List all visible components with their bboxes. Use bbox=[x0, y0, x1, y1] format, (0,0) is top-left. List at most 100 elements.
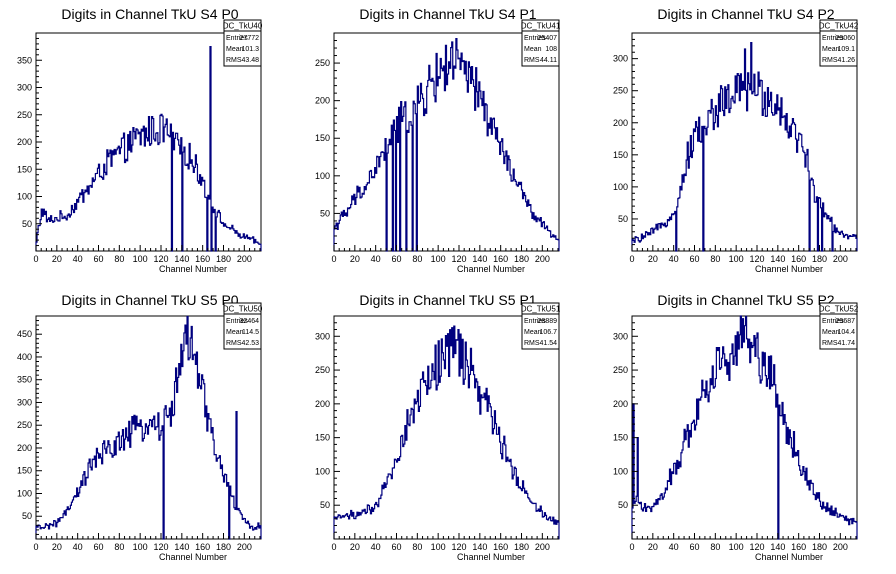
stats-value-entries: 27772 bbox=[240, 35, 260, 42]
stats-value-rms: 41.26 bbox=[837, 57, 855, 64]
stats-label-mean: Mean bbox=[524, 329, 542, 336]
y-tick-label: 250 bbox=[17, 420, 32, 430]
x-tick-label: 0 bbox=[331, 542, 336, 552]
x-tick-label: 180 bbox=[216, 254, 231, 264]
stats-value-mean: 106.7 bbox=[539, 329, 557, 336]
y-tick-label: 250 bbox=[315, 365, 330, 375]
x-axis-label: Channel Number bbox=[457, 552, 525, 562]
stats-value-entries: 29060 bbox=[836, 35, 856, 42]
x-tick-label: 0 bbox=[33, 542, 38, 552]
x-tick-label: 180 bbox=[514, 542, 529, 552]
x-tick-label: 80 bbox=[710, 254, 720, 264]
y-tick-label: 50 bbox=[22, 511, 32, 521]
stats-label-entries: Entries bbox=[226, 35, 248, 42]
y-tick-label: 350 bbox=[17, 55, 32, 65]
y-tick-label: 200 bbox=[17, 443, 32, 453]
x-tick-label: 180 bbox=[216, 542, 231, 552]
x-tick-label: 160 bbox=[791, 254, 806, 264]
stats-value-mean: 114.5 bbox=[242, 329, 259, 336]
stats-value-rms: 44.11 bbox=[540, 57, 557, 64]
histogram-line bbox=[333, 325, 560, 539]
x-tick-label: 140 bbox=[472, 254, 487, 264]
histogram-line bbox=[35, 315, 262, 540]
stats-box bbox=[521, 19, 560, 67]
x-tick-label: 100 bbox=[133, 542, 148, 552]
y-tick-label: 50 bbox=[320, 500, 330, 510]
plot-title: Digits in Channel TkU S5 P0 bbox=[61, 292, 238, 308]
y-tick-label: 150 bbox=[17, 466, 32, 476]
x-tick-label: 140 bbox=[174, 542, 189, 552]
y-tick-label: 100 bbox=[613, 466, 628, 476]
stats-value-entries: 28889 bbox=[538, 318, 558, 325]
y-tick-label: 50 bbox=[618, 214, 628, 224]
x-tick-label: 180 bbox=[812, 542, 827, 552]
stats-label-entries: Entries bbox=[822, 318, 844, 325]
stats-value-rms: 43.48 bbox=[241, 57, 259, 64]
x-axis-label: Channel Number bbox=[457, 264, 525, 274]
stats-value-mean: 101.3 bbox=[241, 46, 259, 53]
x-tick-label: 200 bbox=[237, 254, 252, 264]
x-tick-label: 160 bbox=[195, 254, 210, 264]
histogram-line bbox=[333, 38, 560, 252]
y-tick-label: 300 bbox=[17, 83, 32, 93]
stats-box bbox=[521, 302, 560, 350]
x-tick-label: 80 bbox=[412, 542, 422, 552]
x-tick-label: 140 bbox=[174, 254, 189, 264]
y-tick-label: 300 bbox=[17, 397, 32, 407]
stats-label-rms: RMS bbox=[524, 340, 540, 347]
x-tick-label: 80 bbox=[114, 254, 124, 264]
x-tick-label: 80 bbox=[710, 542, 720, 552]
x-tick-label: 100 bbox=[133, 254, 148, 264]
histogram-panel-1: Digits in Channel TkU S4 P1 0 20 40 60 80 100 1… bbox=[315, 6, 561, 274]
y-tick-label: 250 bbox=[613, 86, 628, 96]
x-tick-label: 60 bbox=[391, 542, 401, 552]
stats-label-mean: Mean bbox=[524, 46, 542, 53]
y-tick-label: 400 bbox=[17, 352, 32, 362]
x-tick-label: 100 bbox=[431, 254, 446, 264]
plot-title: Digits in Channel TkU S5 P1 bbox=[359, 292, 536, 308]
y-tick-label: 50 bbox=[618, 500, 628, 510]
stats-label-mean: Mean bbox=[822, 329, 840, 336]
stats-value-rms: 41.54 bbox=[539, 340, 557, 347]
x-tick-label: 140 bbox=[770, 542, 785, 552]
x-tick-label: 100 bbox=[729, 254, 744, 264]
stats-label-rms: RMS bbox=[226, 57, 242, 64]
x-tick-label: 140 bbox=[770, 254, 785, 264]
x-tick-label: 100 bbox=[431, 542, 446, 552]
stats-label-rms: RMS bbox=[822, 57, 838, 64]
stats-value-mean: 109.1 bbox=[837, 46, 855, 53]
stats-label-entries: Entries bbox=[226, 318, 248, 325]
x-tick-label: 60 bbox=[93, 542, 103, 552]
y-tick-label: 150 bbox=[315, 433, 330, 443]
x-tick-label: 160 bbox=[791, 542, 806, 552]
y-tick-label: 200 bbox=[613, 118, 628, 128]
stats-label-rms: RMS bbox=[524, 57, 540, 64]
histogram-line bbox=[631, 42, 858, 252]
plot-title: Digits in Channel TkU S4 P2 bbox=[657, 6, 834, 22]
plot-title: Digits in Channel TkU S5 P2 bbox=[657, 292, 834, 308]
y-tick-label: 250 bbox=[613, 365, 628, 375]
y-tick-label: 300 bbox=[613, 54, 628, 64]
y-tick-label: 300 bbox=[315, 331, 330, 341]
x-tick-label: 20 bbox=[350, 254, 360, 264]
stats-label-mean: Mean bbox=[822, 46, 840, 53]
stats-value-mean: 104.4 bbox=[837, 329, 855, 336]
stats-box bbox=[223, 302, 262, 350]
y-tick-label: 150 bbox=[613, 433, 628, 443]
y-tick-label: 150 bbox=[613, 150, 628, 160]
stats-value-entries: 25407 bbox=[538, 35, 558, 42]
stats-label-mean: Mean bbox=[226, 329, 244, 336]
x-tick-label: 160 bbox=[493, 254, 508, 264]
x-tick-label: 20 bbox=[648, 542, 658, 552]
stats-label-entries: Entries bbox=[524, 318, 546, 325]
x-tick-label: 0 bbox=[33, 254, 38, 264]
stats-label-rms: RMS bbox=[226, 340, 242, 347]
x-tick-label: 200 bbox=[535, 254, 550, 264]
plot-title: Digits in Channel TkU S4 P0 bbox=[61, 6, 238, 22]
y-tick-label: 100 bbox=[315, 171, 330, 181]
x-tick-label: 100 bbox=[729, 542, 744, 552]
y-tick-label: 200 bbox=[17, 137, 32, 147]
y-tick-label: 300 bbox=[613, 331, 628, 341]
x-tick-label: 160 bbox=[195, 542, 210, 552]
x-tick-label: 40 bbox=[371, 542, 381, 552]
